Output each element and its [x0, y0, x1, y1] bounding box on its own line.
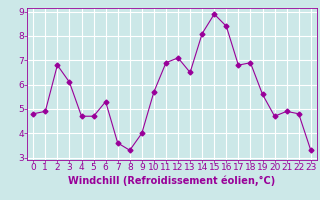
- X-axis label: Windchill (Refroidissement éolien,°C): Windchill (Refroidissement éolien,°C): [68, 175, 276, 186]
